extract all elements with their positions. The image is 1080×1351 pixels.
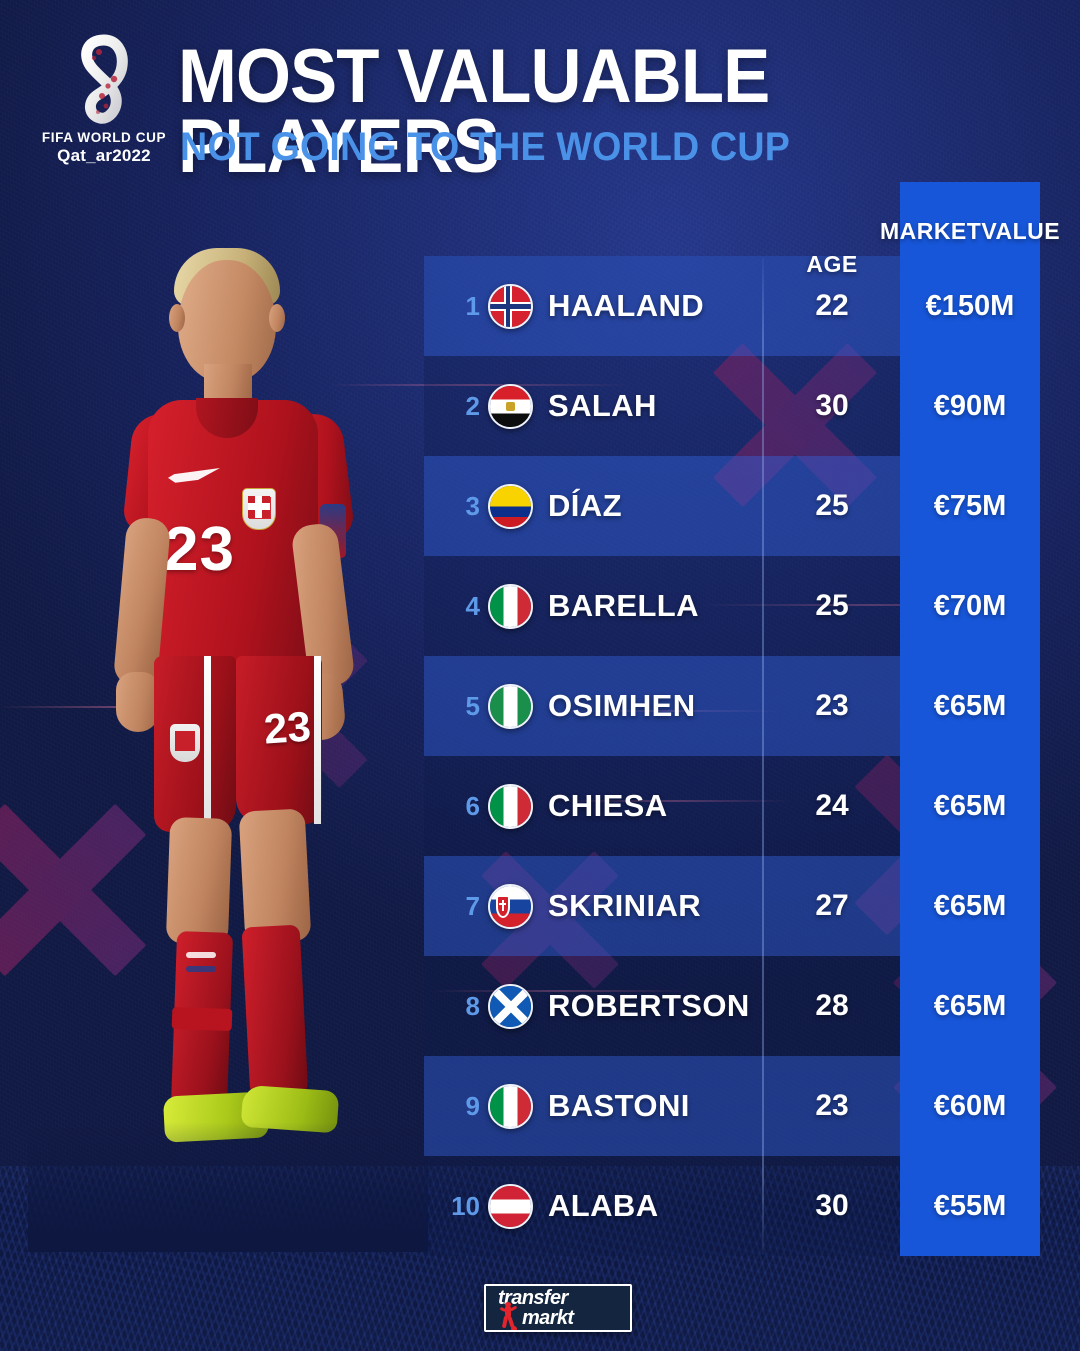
page-subtitle: NOT GOING TO THE WORLD CUP <box>180 125 790 169</box>
decorative-streak <box>700 604 1040 606</box>
player-market-value: €60M <box>900 1056 1040 1156</box>
flag-icon-at <box>488 1184 533 1229</box>
player-age: 25 <box>815 589 849 622</box>
column-divider <box>762 258 764 1254</box>
page-title: MOST VALUABLE PLAYERS <box>178 34 770 189</box>
player-age: 30 <box>815 389 849 422</box>
rank-number: 7 <box>465 890 480 921</box>
column-header-age: AGE <box>806 250 858 277</box>
rank-number: 5 <box>465 690 480 721</box>
ranking-table: 1 HAALAND 22 €150M 2 SALAH 30 €90M 3 DÍAZ 25 €75M 4 B… <box>424 256 1040 1256</box>
player-age: 27 <box>815 889 849 922</box>
player-age: 28 <box>815 989 849 1022</box>
player-market-value: €65M <box>900 956 1040 1056</box>
player-age: 25 <box>815 489 849 522</box>
player-age: 24 <box>815 789 849 822</box>
player-market-value: €65M <box>900 756 1040 856</box>
rank-number: 6 <box>465 790 480 821</box>
flag-icon-sc <box>488 984 533 1029</box>
flag-icon-it <box>488 784 533 829</box>
table-row[interactable]: 2 SALAH 30 €90M <box>424 356 1040 456</box>
player-market-value: €90M <box>900 356 1040 456</box>
fifa-world-cup-qatar-2022-logo: FIFA WORLD CUP Qat_ar2022 <box>38 34 170 174</box>
flag-icon-no <box>488 284 533 329</box>
column-header-market-value-line1: MARKET <box>879 218 982 245</box>
rank-number: 8 <box>465 990 480 1021</box>
footballer-figure-icon <box>499 1302 518 1330</box>
table-row[interactable]: 9 BASTONI 23 €60M <box>424 1056 1040 1156</box>
rank-number: 2 <box>465 390 480 421</box>
player-age: 23 <box>815 1089 849 1122</box>
table-row[interactable]: 4 BARELLA 25 €70M <box>424 556 1040 656</box>
rank-number: 9 <box>465 1090 480 1121</box>
transfermarkt-line2: markt <box>522 1307 574 1329</box>
decorative-streak <box>560 800 790 802</box>
rank-number: 1 <box>465 290 480 321</box>
player-market-value: €70M <box>900 556 1040 656</box>
player-name: DÍAZ <box>548 488 622 523</box>
flag-icon-ng <box>488 684 533 729</box>
player-market-value: €65M <box>900 856 1040 956</box>
player-name: OSIMHEN <box>548 688 696 723</box>
flag-icon-co <box>488 484 533 529</box>
flag-icon-sk <box>488 884 533 929</box>
player-photo-haaland: 23 23 <box>28 232 428 1252</box>
player-age: 30 <box>815 1189 849 1222</box>
player-age: 22 <box>815 289 849 322</box>
player-market-value: €55M <box>900 1156 1040 1256</box>
table-row[interactable]: 5 OSIMHEN 23 €65M <box>424 656 1040 756</box>
player-name: CHIESA <box>548 788 668 823</box>
shirt-number: 23 <box>164 515 235 584</box>
flag-icon-it <box>488 584 533 629</box>
fifa-logo-line1: FIFA WORLD CUP <box>41 130 167 145</box>
player-name: ROBERTSON <box>548 988 750 1023</box>
player-market-value: €65M <box>900 656 1040 756</box>
table-row[interactable]: 10 ALABA 30 €55M <box>424 1156 1040 1256</box>
player-name: HAALAND <box>548 288 705 323</box>
table-row[interactable]: 6 CHIESA 24 €65M <box>424 756 1040 856</box>
shorts-number: 23 <box>262 702 313 753</box>
column-header-market-value: MARKET VALUE <box>880 182 1060 282</box>
poster-header: FIFA WORLD CUP Qat_ar2022 MOST VALUABLE … <box>0 0 1080 200</box>
table-row[interactable]: 3 DÍAZ 25 €75M <box>424 456 1040 556</box>
player-name: BASTONI <box>548 1088 690 1123</box>
column-header-market-value-line2: VALUE <box>981 218 1061 245</box>
table-row[interactable]: 7 SKRINIAR 27 €65M <box>424 856 1040 956</box>
transfermarkt-logo: transfer markt <box>484 1284 632 1332</box>
table-row[interactable]: 8 ROBERTSON 28 €65M <box>424 956 1040 1056</box>
trophy-loop-icon <box>58 34 150 126</box>
rank-number: 4 <box>465 590 480 621</box>
player-age: 23 <box>815 689 849 722</box>
decorative-streak <box>430 990 690 992</box>
player-name: SKRINIAR <box>548 888 702 923</box>
player-market-value: €75M <box>900 456 1040 556</box>
player-name: ALABA <box>548 1188 659 1223</box>
player-name: BARELLA <box>548 588 699 623</box>
fifa-logo-line2: Qat_ar2022 <box>57 146 151 165</box>
flag-icon-it <box>488 1084 533 1129</box>
player-name: SALAH <box>548 388 657 423</box>
rank-number: 3 <box>465 490 480 521</box>
rank-number: 10 <box>451 1190 480 1221</box>
decorative-streak <box>330 384 630 386</box>
flag-icon-eg <box>488 384 533 429</box>
